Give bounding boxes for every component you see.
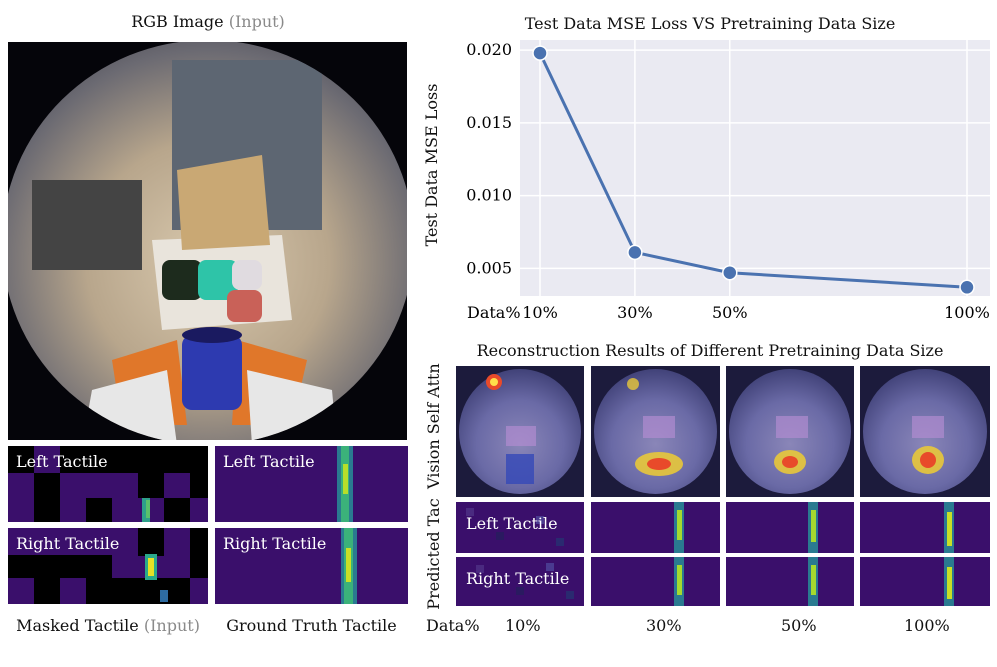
- right-tactile-label: Right Tactile: [16, 534, 120, 553]
- data-point: [959, 279, 975, 296]
- mse-line-chart: 0.005 0.010 0.015 0.020 10% 30% 50% 100% Data%: [466, 40, 990, 322]
- chart-x-label: Data%: [467, 303, 521, 322]
- row-label-predicted: Predicted Tac: [424, 498, 443, 610]
- attn-map-50: [726, 366, 854, 497]
- y-tick-label: 0.005: [466, 258, 512, 277]
- fisheye-view: [8, 42, 407, 440]
- gt-left-tactile-label: Left Tactile: [223, 452, 315, 471]
- gt-right-pattern: [341, 528, 357, 604]
- pred-left-label: Left Tactile: [466, 514, 558, 533]
- recon-data-label: Data%: [426, 616, 480, 635]
- gt-left-tactile: Left Tactile: [215, 446, 408, 522]
- data-point: [722, 264, 738, 281]
- y-tick-label: 0.010: [466, 186, 512, 205]
- attn-map-10: [456, 366, 584, 497]
- data-point: [627, 244, 643, 261]
- x-tick-label: 10%: [522, 303, 558, 322]
- series-line: [538, 52, 968, 289]
- x-tick-label: 100%: [944, 303, 990, 322]
- masked-tactile-caption: Masked Tactile (Input): [16, 616, 200, 635]
- pred-right-50: [726, 557, 854, 606]
- x-tick-label: 50%: [712, 303, 748, 322]
- pred-left-10: Left Tactile: [456, 502, 584, 553]
- masked-left-tactile: Left Tactile: [8, 446, 208, 522]
- masked-right-pattern: [8, 528, 208, 604]
- pred-left-100: [860, 502, 990, 553]
- pred-right-10: Right Tactile: [456, 557, 584, 606]
- masked-left-pattern: [8, 446, 208, 522]
- recon-col-100: 100%: [904, 616, 950, 635]
- pred-right-10-noise: [476, 563, 574, 599]
- plot-area: [520, 40, 990, 296]
- recon-title: Reconstruction Results of Different Pret…: [476, 341, 944, 360]
- recon-col-10: 10%: [505, 616, 541, 635]
- masked-right-tactile: Right Tactile: [8, 528, 208, 604]
- x-tick-label: 30%: [617, 303, 653, 322]
- pred-right-30: [591, 557, 720, 606]
- recon-col-50: 50%: [781, 616, 817, 635]
- y-tick-label: 0.015: [466, 113, 512, 132]
- attn-map-30: [591, 366, 720, 497]
- y-tick-label: 0.020: [466, 40, 512, 59]
- chart-title: Test Data MSE Loss VS Pretraining Data S…: [524, 14, 896, 33]
- attn-map-100: [860, 366, 990, 497]
- pred-left-10-noise: [466, 508, 564, 546]
- gt-left-pattern: [337, 446, 353, 522]
- gt-right-tactile: Right Tactile: [215, 528, 408, 604]
- pred-right-label: Right Tactile: [466, 569, 570, 588]
- left-tactile-label: Left Tactile: [16, 452, 108, 471]
- pred-right-100: [860, 557, 990, 606]
- row-label-vision: Vision Self Attn: [424, 363, 443, 489]
- ground-truth-caption: Ground Truth Tactile: [226, 616, 397, 635]
- rgb-image: [8, 42, 407, 440]
- pred-left-30: [591, 502, 720, 553]
- recon-col-30: 30%: [646, 616, 682, 635]
- workspace-scene: [32, 60, 337, 440]
- gt-right-tactile-label: Right Tactile: [223, 534, 327, 553]
- pred-left-50: [726, 502, 854, 553]
- data-point: [532, 45, 548, 61]
- rgb-image-title: RGB Image (Input): [131, 12, 285, 31]
